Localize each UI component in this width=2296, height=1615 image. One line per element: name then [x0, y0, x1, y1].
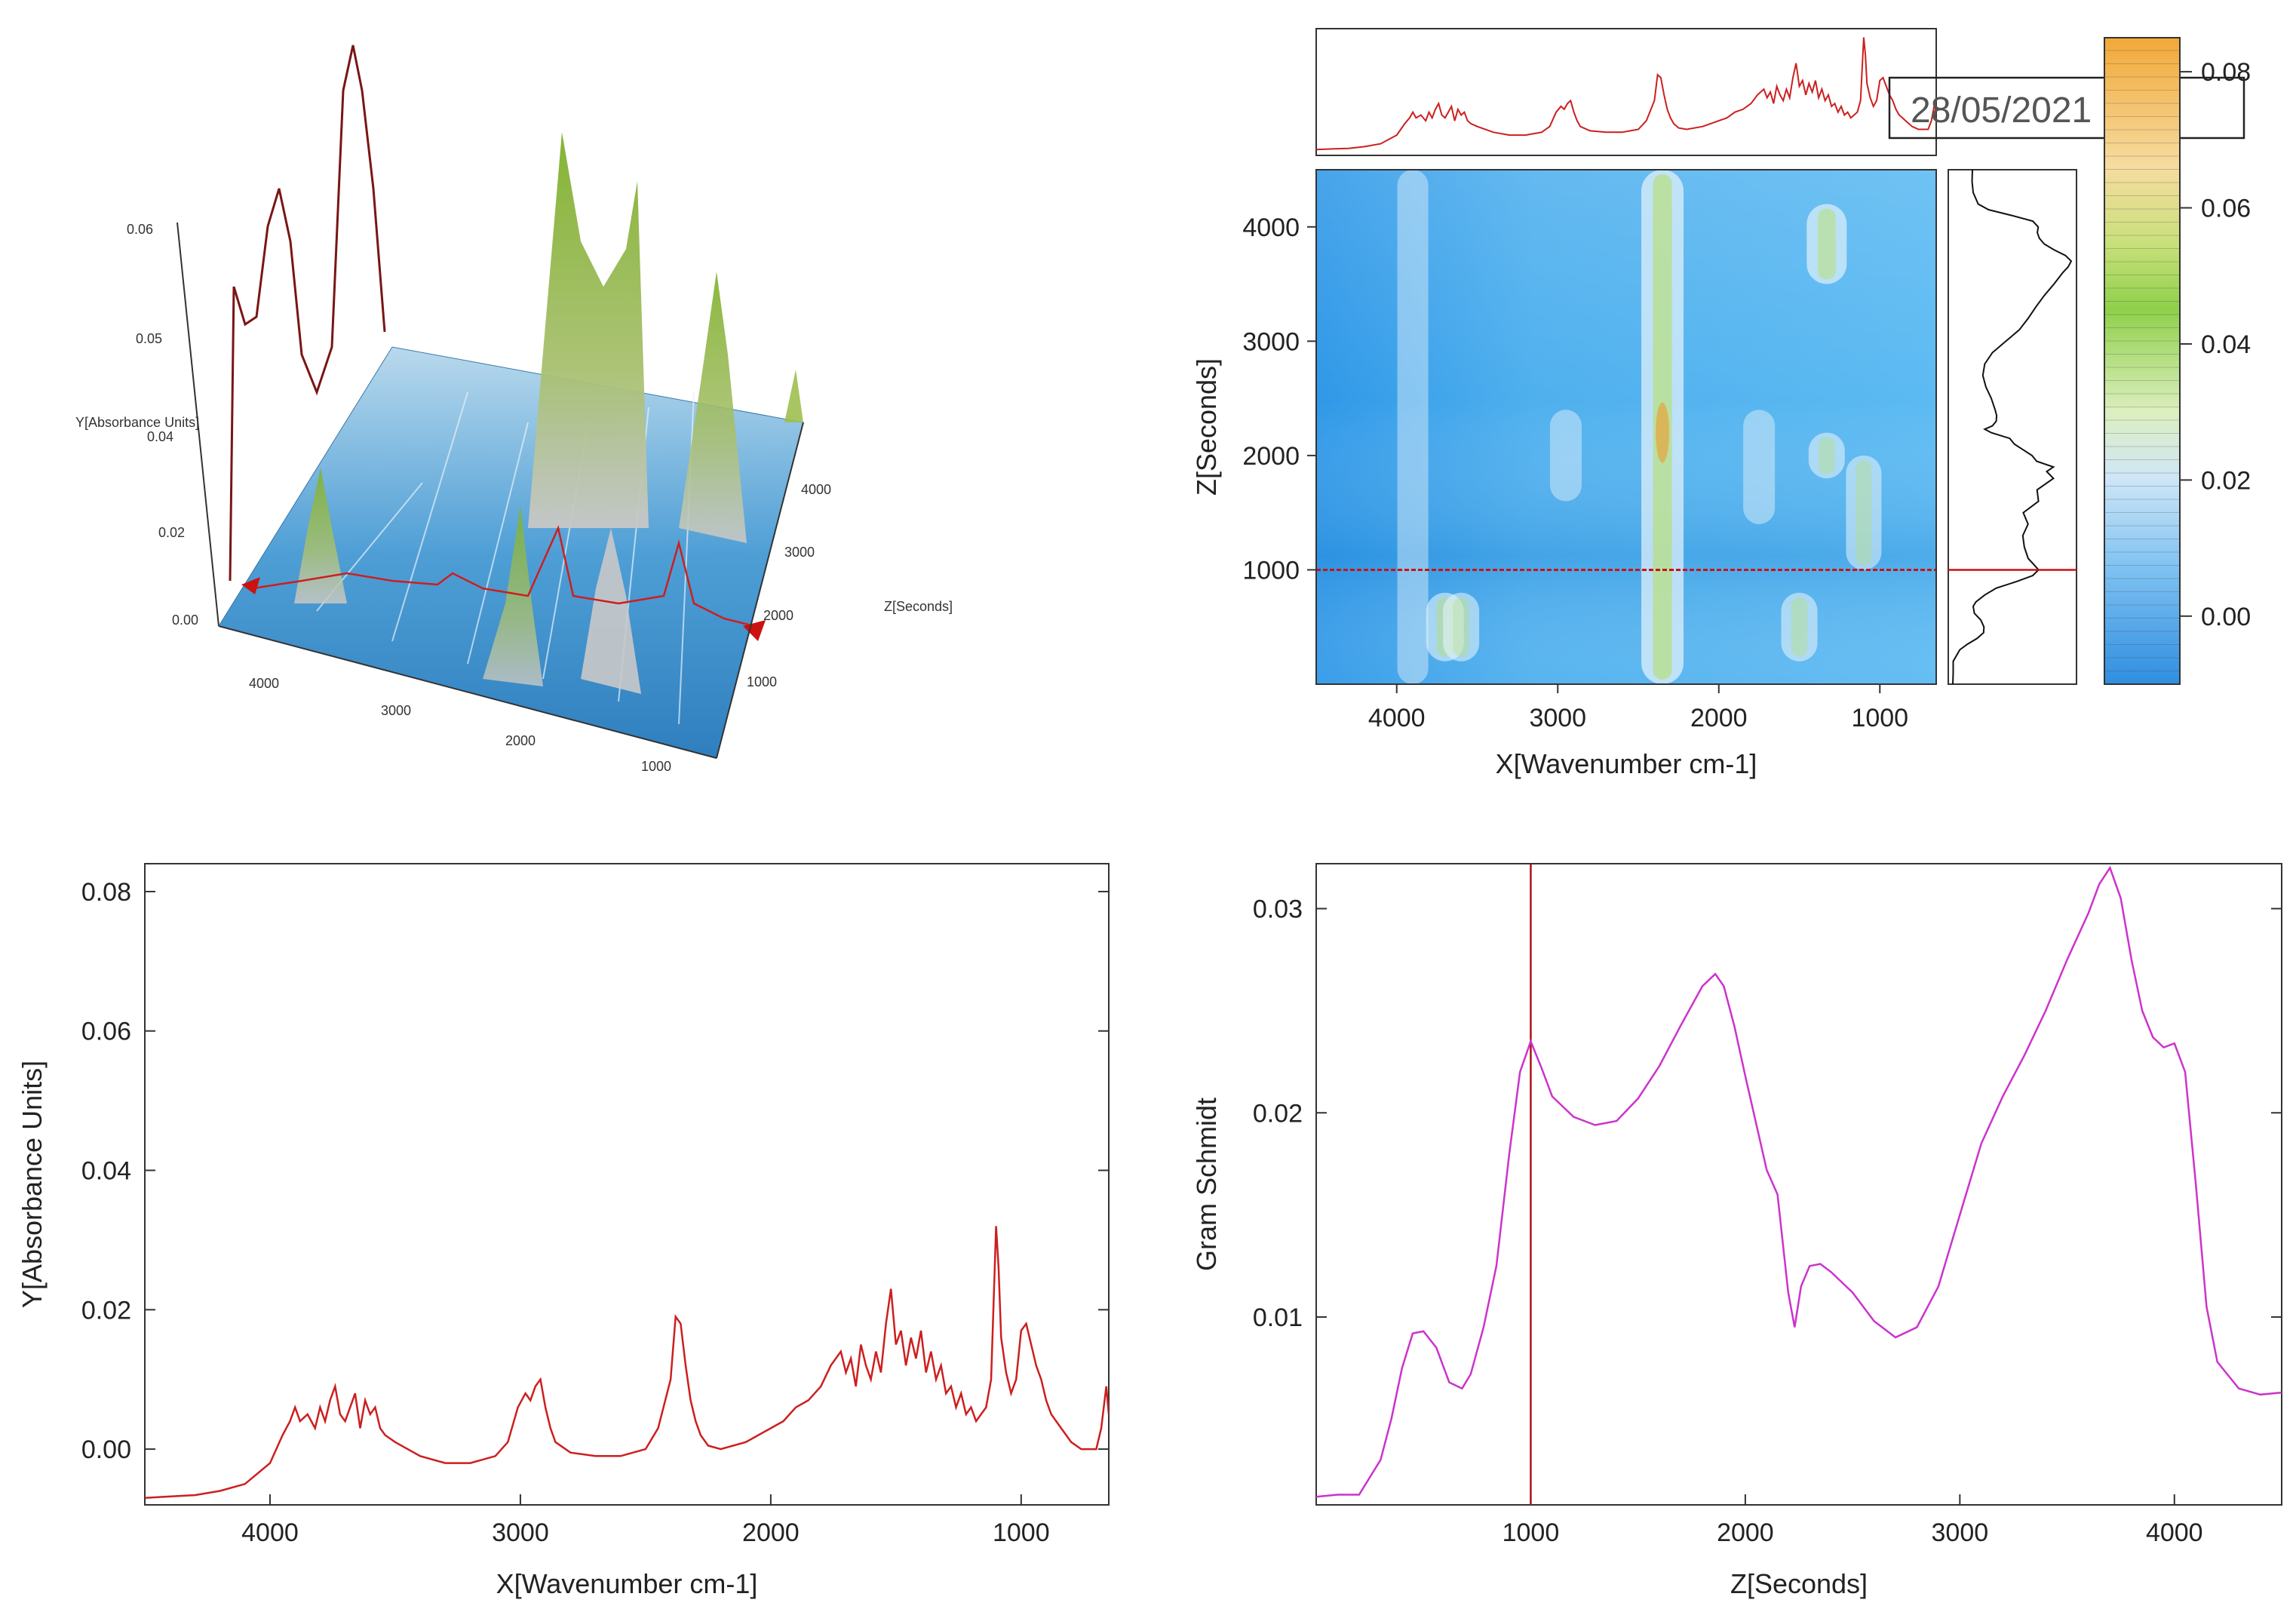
colorbar-bands	[2104, 50, 2180, 671]
surface-3d-z-axis	[716, 422, 804, 759]
colorbar-tick-label: 0.06	[2201, 195, 2251, 223]
spectrum-xtick-label: 4000	[241, 1518, 299, 1547]
surface-3d-left-marker	[241, 577, 260, 594]
date-label: 28/05/2021	[1911, 91, 2092, 130]
surface-3d-ytick-4: 0.02	[158, 525, 185, 540]
heatmap-side-profile-frame	[1948, 169, 2077, 685]
heatmap-band-core	[1817, 208, 1836, 280]
surface-3d-ytick-3: 0.04	[147, 429, 173, 444]
heatmap-xtick-label: 4000	[1368, 704, 1426, 732]
heatmap-band-core	[1453, 597, 1469, 657]
heatmap-ytick-label: 3000	[1242, 327, 1300, 356]
surface-3d-panel: 0.06 0.05 0.04 0.02 0.00 Y[Absorbance Un…	[75, 45, 953, 774]
heatmap-frame	[1315, 169, 1937, 685]
surface-3d-ytick-2: 0.05	[136, 331, 162, 346]
colorbar-tick-label: 0.08	[2201, 58, 2251, 87]
gram-schmidt-xtick-label: 3000	[1932, 1518, 1989, 1547]
surface-3d-back-trace	[229, 45, 386, 582]
spectrum-xtick-label: 3000	[492, 1518, 549, 1547]
gram-schmidt-ytick-label: 0.03	[1253, 895, 1303, 924]
spectrum-ytick-label: 0.02	[81, 1296, 131, 1325]
side-profile-line	[1952, 170, 2073, 684]
heatmap-side-profile	[1952, 170, 2073, 684]
top-spectrum-line	[1316, 37, 1936, 151]
surface-3d-right-marker	[743, 620, 766, 641]
heatmap-band	[1781, 592, 1818, 662]
heatmap-band-core	[1791, 597, 1808, 657]
gram-schmidt-line	[1316, 865, 2282, 1498]
surface-3d-xtick-4: 1000	[641, 759, 671, 774]
spectrum-panel: 4000 3000 2000 1000 0.00 0.02 0.04 0.06 0.08 X[W…	[17, 863, 1110, 1599]
colorbar	[2104, 37, 2181, 685]
heatmap-top-spectrum	[1316, 37, 1936, 151]
spectrum-xlabel: X[Wavenumber cm-1]	[496, 1568, 758, 1599]
surface-3d-ytick-5: 0.00	[172, 613, 198, 628]
spectrum-ytick-label: 0.00	[81, 1435, 131, 1464]
surface-3d-ztick-1: 4000	[801, 482, 831, 497]
heatmap-ytick-label: 1000	[1242, 556, 1300, 585]
gram-schmidt-xtick-label: 4000	[2146, 1518, 2203, 1547]
gram-schmidt-frame	[1315, 863, 2282, 1506]
heatmap-band	[1846, 455, 1882, 570]
gram-schmidt-ticks: 1000 2000 3000 4000 0.01 0.02 0.03	[1253, 895, 2282, 1547]
heatmap-ytick-label: 2000	[1242, 442, 1300, 471]
surface-3d-zlabel: Z[Seconds]	[884, 599, 953, 614]
surface-3d-xtick-2: 3000	[381, 703, 411, 718]
spectrum-ytick-label: 0.08	[81, 878, 131, 907]
heatmap-xtick-label: 3000	[1529, 704, 1586, 732]
heatmap-xtick-label: 1000	[1851, 704, 1908, 732]
surface-3d-xtick-1: 4000	[249, 676, 279, 691]
spectrum-frame	[144, 863, 1110, 1506]
heatmap-band-core	[1819, 437, 1835, 474]
heatmap-panel: 28/05/2021 4000 3000 2000 10001000200030004…	[1191, 28, 2251, 779]
spectrum-ylabel: Y[Absorbance Units]	[17, 1061, 48, 1308]
surface-3d-y-axis	[176, 222, 219, 627]
heatmap-ytick-label: 4000	[1242, 213, 1300, 242]
heatmap-bands	[1397, 170, 1882, 684]
surface-3d-ylabel: Y[Absorbance Units]	[75, 415, 199, 430]
surface-3d-peaks	[294, 132, 803, 694]
heatmap-xlabel: X[Wavenumber cm-1]	[1496, 748, 1757, 779]
spectrum-xtick-label: 1000	[993, 1518, 1050, 1547]
spectrum-ytick-label: 0.06	[81, 1018, 131, 1046]
heatmap-band	[1397, 170, 1429, 684]
gram-schmidt-ytick-label: 0.01	[1253, 1303, 1303, 1332]
surface-3d-ztick-4: 1000	[747, 674, 777, 689]
gram-schmidt-xtick-label: 2000	[1717, 1518, 1774, 1547]
heatmap-band	[1808, 432, 1845, 479]
heatmap-hotspot	[1656, 402, 1670, 463]
gram-schmidt-xlabel: Z[Seconds]	[1730, 1568, 1868, 1599]
heatmap-band	[1743, 410, 1776, 524]
gram-schmidt-ytick-label: 0.02	[1253, 1099, 1303, 1128]
colorbar-tick-label: 0.00	[2201, 603, 2251, 631]
heatmap-ticks: 4000 3000 2000 1000 1000 2000 3000 4000	[1242, 213, 1908, 732]
heatmap-band	[1549, 410, 1582, 502]
heatmap-top-spectrum-frame	[1315, 28, 1937, 156]
spectrum-ticks: 4000 3000 2000 1000 0.00 0.02 0.04 0.06 0.08	[81, 878, 1109, 1547]
gram-schmidt-ylabel: Gram Schmidt	[1191, 1098, 1222, 1271]
surface-3d-ztick-2: 3000	[784, 545, 815, 560]
spectrum-line	[145, 1226, 1109, 1500]
heatmap-xtick-label: 2000	[1690, 704, 1748, 732]
gram-schmidt-xtick-label: 1000	[1503, 1518, 1560, 1547]
heatmap-band-core	[1856, 459, 1872, 566]
surface-3d-red-trace	[252, 525, 755, 628]
surface-3d-ytick-1: 0.06	[127, 222, 153, 237]
colorbar-tick-label: 0.04	[2201, 330, 2251, 359]
surface-3d-x-axis	[218, 625, 717, 759]
date-box	[1888, 76, 2245, 140]
colorbar-tick-label: 0.02	[2201, 466, 2251, 495]
spectrum-xtick-label: 2000	[742, 1518, 800, 1547]
heatmap-ylabel: Z[Seconds]	[1191, 358, 1222, 496]
surface-3d-xtick-3: 2000	[505, 733, 536, 748]
surface-3d-ztick-3: 2000	[763, 608, 793, 623]
heatmap-band	[1443, 592, 1480, 662]
spectrum-ytick-label: 0.04	[81, 1157, 131, 1186]
colorbar-ticks: 0.08 0.06 0.04 0.02 0.00	[2180, 58, 2251, 631]
